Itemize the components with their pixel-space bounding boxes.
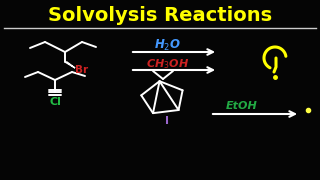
Text: Cl: Cl xyxy=(49,97,61,107)
Polygon shape xyxy=(65,62,75,68)
Text: EtOH: EtOH xyxy=(226,101,258,111)
Text: Solvolysis Reactions: Solvolysis Reactions xyxy=(48,6,272,24)
Text: I: I xyxy=(165,116,169,126)
Text: CH$_3$OH: CH$_3$OH xyxy=(146,57,190,71)
Text: Br: Br xyxy=(75,65,88,75)
Text: H$_2$O: H$_2$O xyxy=(155,37,181,53)
